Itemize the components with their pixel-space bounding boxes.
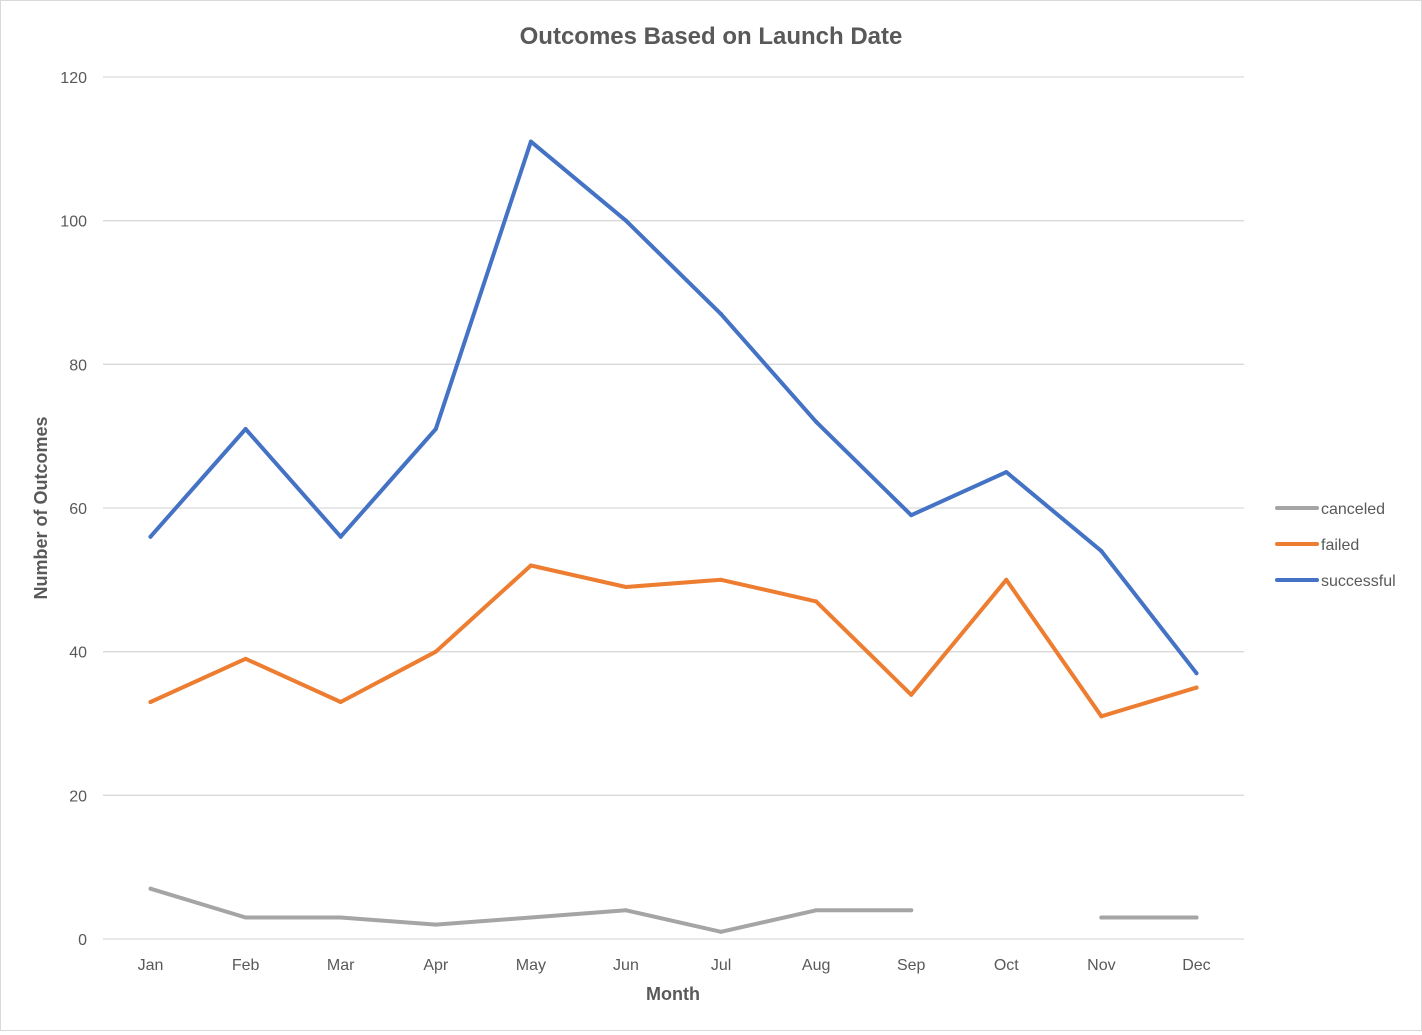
data-point-successful [719, 312, 724, 317]
y-axis-label: Number of Outcomes [31, 416, 51, 599]
x-tick-label: Oct [994, 957, 1019, 974]
series-line-successful [148, 139, 1199, 676]
data-point-successful [528, 139, 533, 144]
data-point-successful [909, 513, 914, 518]
legend: canceled failed successful [1275, 501, 1396, 590]
x-tick-label: Mar [327, 957, 355, 974]
x-axis-ticks: Jan Feb Mar Apr May Jun Jul Aug Sep Oct Nov Dec [138, 957, 1211, 974]
x-tick-label: Jan [138, 957, 164, 974]
x-tick-label: Dec [1182, 957, 1210, 974]
data-point-successful [623, 218, 628, 223]
x-tick-label: May [516, 957, 546, 974]
data-point-successful [1004, 470, 1009, 475]
data-point-canceled [1194, 915, 1199, 920]
y-tick-label: 60 [69, 501, 87, 518]
data-point-failed [719, 577, 724, 582]
data-point-canceled [623, 908, 628, 913]
gridlines [103, 76, 1244, 940]
data-point-canceled [433, 922, 438, 927]
legend-label-failed: failed [1321, 537, 1359, 554]
data-point-failed [1099, 714, 1104, 719]
series-line-failed [148, 563, 1199, 719]
x-tick-label: Jun [613, 957, 639, 974]
data-point-successful [433, 426, 438, 431]
data-point-failed [814, 599, 819, 604]
data-point-failed [433, 649, 438, 654]
y-tick-label: 40 [69, 645, 87, 662]
data-point-failed [338, 699, 343, 704]
data-point-canceled [243, 915, 248, 920]
x-tick-label: Nov [1087, 957, 1115, 974]
data-point-canceled [338, 915, 343, 920]
chart-title: Outcomes Based on Launch Date [520, 23, 903, 50]
data-point-successful [1099, 549, 1104, 554]
data-point-successful [243, 426, 248, 431]
y-tick-label: 100 [60, 214, 87, 231]
data-point-successful [338, 534, 343, 539]
data-point-canceled [148, 886, 153, 891]
y-tick-label: 80 [69, 357, 87, 374]
data-point-canceled [528, 915, 533, 920]
data-point-canceled [814, 908, 819, 913]
x-tick-label: Apr [423, 957, 449, 974]
data-point-successful [814, 419, 819, 424]
data-point-failed [243, 656, 248, 661]
data-point-canceled [719, 929, 724, 934]
legend-label-canceled: canceled [1321, 501, 1385, 518]
x-tick-label: Sep [897, 957, 926, 974]
y-tick-label: 0 [78, 932, 87, 949]
data-point-canceled [1099, 915, 1104, 920]
y-tick-label: 120 [60, 70, 87, 87]
data-point-canceled [909, 908, 914, 913]
data-point-successful [1194, 671, 1199, 676]
y-axis-ticks: 0 20 40 60 80 100 120 [60, 70, 87, 949]
x-tick-label: Jul [711, 957, 731, 974]
data-point-failed [1004, 577, 1009, 582]
x-tick-label: Aug [802, 957, 830, 974]
series-lines [148, 139, 1199, 934]
series-line-canceled [148, 886, 1199, 934]
legend-label-successful: successful [1321, 573, 1396, 590]
x-tick-label: Feb [232, 957, 260, 974]
data-point-failed [909, 692, 914, 697]
data-point-failed [1194, 685, 1199, 690]
data-point-failed [148, 699, 153, 704]
y-tick-label: 20 [69, 788, 87, 805]
data-point-successful [148, 534, 153, 539]
data-point-failed [528, 563, 533, 568]
x-axis-label: Month [646, 984, 700, 1004]
data-point-failed [623, 585, 628, 590]
